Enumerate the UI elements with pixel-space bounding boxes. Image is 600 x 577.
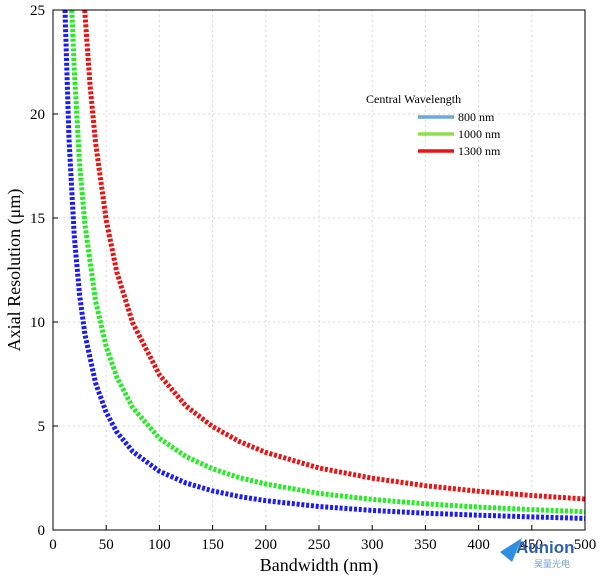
watermark-text: Aunion <box>516 538 575 557</box>
y-axis-title: Axial Resolution (μm) <box>4 189 25 352</box>
x-tick-label: 50 <box>99 537 114 553</box>
series-layer <box>62 9 586 521</box>
y-tick-label: 5 <box>38 419 46 435</box>
x-tick-label: 300 <box>361 537 384 553</box>
y-tick-label: 15 <box>30 211 45 227</box>
legend-label-1300-nm: 1300 nm <box>458 144 501 158</box>
x-tick-label: 500 <box>574 537 597 553</box>
y-tick-label: 25 <box>30 3 45 19</box>
axis-ticks: 0 50 100 150 200 250 300 350 400 450 500 0 5 10 15 20 25 <box>30 3 596 553</box>
x-tick-label: 350 <box>414 537 437 553</box>
grid-lines <box>53 10 585 530</box>
series-line-1300-nm <box>82 9 586 502</box>
y-tick-label: 20 <box>30 107 45 123</box>
watermark-logo: Aunion 昊量光电 <box>500 538 575 570</box>
y-tick-label: 0 <box>38 523 46 539</box>
x-tick-label: 150 <box>201 537 224 553</box>
x-tick-label: 400 <box>467 537 490 553</box>
legend-label-1000-nm: 1000 nm <box>458 127 501 141</box>
x-axis-title: Bandwidth (nm) <box>260 555 379 576</box>
x-tick-label: 100 <box>148 537 171 553</box>
watermark-subtext: 昊量光电 <box>534 558 570 570</box>
y-tick-label: 10 <box>30 315 45 331</box>
legend-title: Central Wavelength <box>366 92 461 106</box>
x-tick-label: 0 <box>49 537 57 553</box>
watermark-triangle-icon <box>500 538 522 562</box>
legend-label-800-nm: 800 nm <box>458 110 495 124</box>
legend: Central Wavelength 800 nm 1000 nm 1300 nm <box>366 92 501 158</box>
x-tick-label: 250 <box>308 537 331 553</box>
x-tick-label: 450 <box>521 537 544 553</box>
x-tick-label: 200 <box>255 537 278 553</box>
series-line-800-nm <box>62 9 586 521</box>
